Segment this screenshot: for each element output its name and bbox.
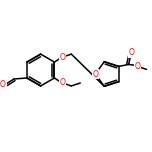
Text: O: O bbox=[135, 62, 141, 71]
Text: O: O bbox=[0, 80, 6, 89]
Text: O: O bbox=[92, 69, 98, 79]
Text: O: O bbox=[59, 53, 65, 62]
Text: O: O bbox=[129, 48, 135, 57]
Text: O: O bbox=[59, 78, 65, 87]
